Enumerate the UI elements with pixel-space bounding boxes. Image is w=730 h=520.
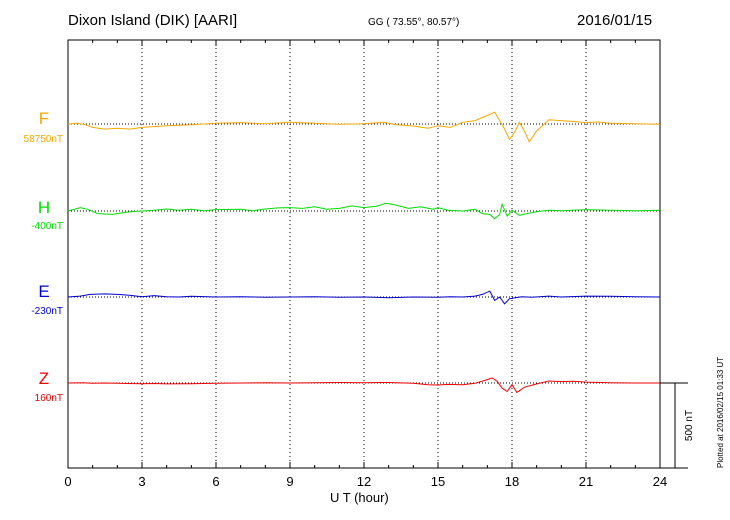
x-tick-label: 0 (64, 474, 71, 489)
chart-date: 2016/01/15 (577, 12, 653, 29)
x-tick-label: 15 (431, 474, 445, 489)
series-labels: F 58750nT H -400nT E -230nT Z 160nT (24, 109, 63, 404)
baseline-value-h: -400nT (31, 221, 63, 232)
x-tick-label: 6 (212, 474, 219, 489)
x-tick-label: 12 (357, 474, 371, 489)
series-line-e (67, 290, 661, 305)
baseline-value-e: -230nT (31, 306, 63, 317)
x-tick-label: 24 (653, 474, 667, 489)
series-label-e: E (38, 282, 49, 301)
series-line-z (67, 377, 660, 394)
x-tick-label: 21 (579, 474, 593, 489)
series-label-f: F (39, 109, 49, 128)
series-line-f (67, 111, 661, 143)
x-tick-label: 9 (286, 474, 293, 489)
baseline-value-f: 58750nT (24, 134, 63, 145)
grid-lines (141, 40, 587, 468)
series-lines (67, 111, 661, 394)
chart-title: Dixon Island (DIK) [AARI] (68, 12, 238, 29)
station-coordinates: GG ( 73.55°, 80.57°) (368, 17, 460, 28)
series-line-h (67, 202, 661, 220)
series-label-h: H (38, 198, 50, 217)
x-axis-label: U T (hour) (330, 490, 389, 505)
x-tick-label: 3 (138, 474, 145, 489)
series-label-z: Z (39, 369, 49, 388)
x-axis-ticks: 0 3 6 9 12 15 18 21 24 (64, 40, 667, 489)
scale-bar-label: 500 nT (684, 410, 695, 441)
x-tick-label: 18 (505, 474, 519, 489)
scale-bar: 500 nT (660, 382, 695, 469)
baseline-value-z: 160nT (35, 393, 63, 404)
